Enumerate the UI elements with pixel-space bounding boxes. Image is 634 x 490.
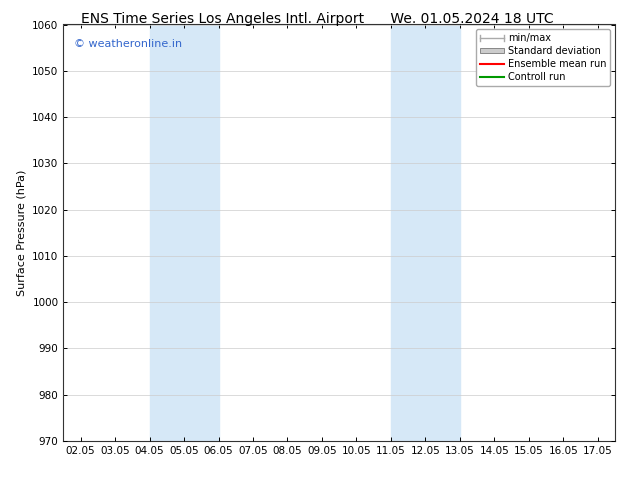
Bar xyxy=(391,24,460,441)
Legend: min/max, Standard deviation, Ensemble mean run, Controll run: min/max, Standard deviation, Ensemble me… xyxy=(476,29,610,86)
Y-axis label: Surface Pressure (hPa): Surface Pressure (hPa) xyxy=(16,170,27,296)
Text: ENS Time Series Los Angeles Intl. Airport      We. 01.05.2024 18 UTC: ENS Time Series Los Angeles Intl. Airpor… xyxy=(81,12,553,26)
Bar xyxy=(150,24,219,441)
Text: © weatheronline.in: © weatheronline.in xyxy=(74,39,183,49)
